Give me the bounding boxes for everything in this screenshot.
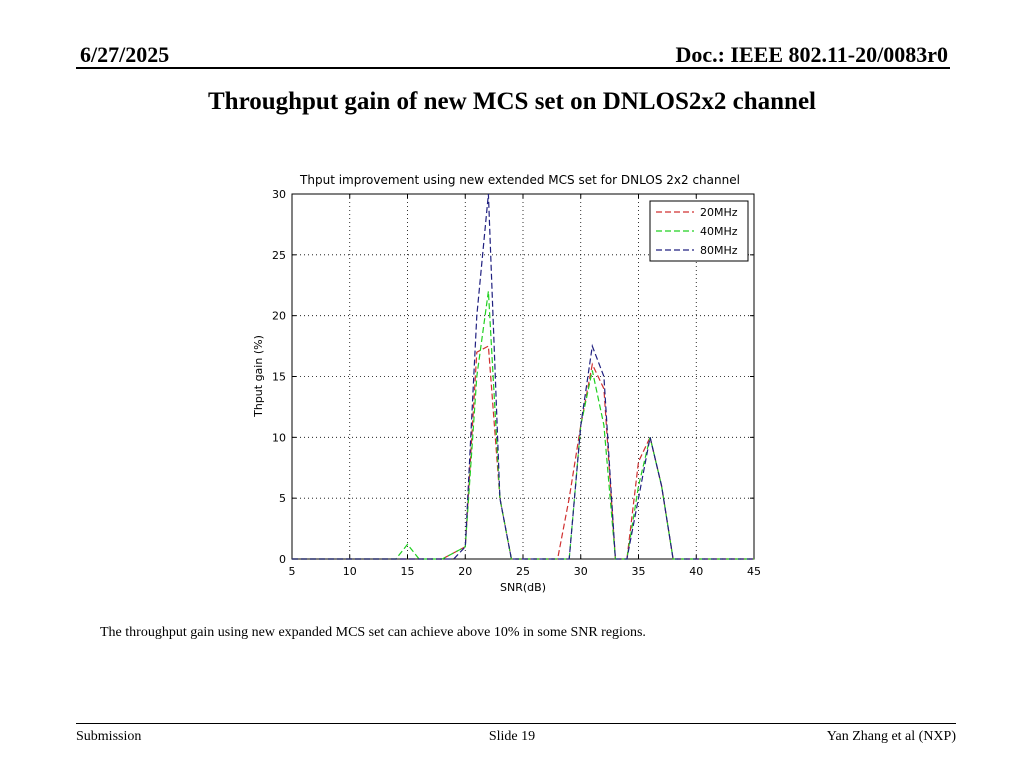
footer-left: Submission: [76, 729, 142, 744]
chart-container: Thput improvement using new extended MCS…: [230, 168, 770, 603]
x-axis-label: SNR(dB): [500, 581, 546, 594]
throughput-gain-chart: Thput improvement using new extended MCS…: [230, 168, 770, 598]
x-tick-label: 35: [632, 565, 646, 578]
footer-author: Yan Zhang et al (NXP): [826, 729, 956, 744]
chart-legend: 20MHz 40MHz 80MHz: [649, 200, 749, 262]
y-tick-label: 25: [272, 249, 286, 262]
legend-label: 40MHz: [700, 225, 738, 238]
caption: The throughput gain using new expanded M…: [100, 625, 646, 640]
legend-label: 20MHz: [700, 206, 738, 219]
x-tick-label: 10: [343, 565, 357, 578]
header-date: 6/27/2025: [80, 42, 170, 67]
y-tick-label: 20: [272, 310, 286, 323]
y-tick-label: 15: [272, 371, 286, 384]
footer-rule: [76, 723, 956, 724]
legend-label: 80MHz: [700, 244, 738, 257]
y-tick-label: 5: [279, 492, 286, 505]
x-tick-label: 25: [516, 565, 530, 578]
x-tick-label: 5: [289, 565, 296, 578]
footer-slide-number: Slide 19: [488, 729, 536, 744]
series-line-80mhz: [292, 193, 754, 560]
x-tick-label: 20: [458, 565, 472, 578]
chart-title: Thput improvement using new extended MCS…: [299, 173, 740, 187]
y-tick-label: 0: [279, 553, 286, 566]
slide-title: Throughput gain of new MCS set on DNLOS2…: [208, 88, 816, 115]
x-tick-label: 40: [689, 565, 703, 578]
y-tick-label: 10: [272, 431, 286, 444]
header-doc-id: Doc.: IEEE 802.11-20/0083r0: [675, 42, 948, 67]
x-tick-label: 30: [574, 565, 588, 578]
chart-grid: [292, 194, 754, 559]
chart-series: [292, 193, 754, 560]
x-tick-label: 45: [747, 565, 761, 578]
header-rule: [76, 67, 950, 69]
x-tick-label: 15: [401, 565, 415, 578]
y-tick-label: 30: [272, 188, 286, 201]
y-axis-label: Thput gain (%): [252, 335, 265, 418]
